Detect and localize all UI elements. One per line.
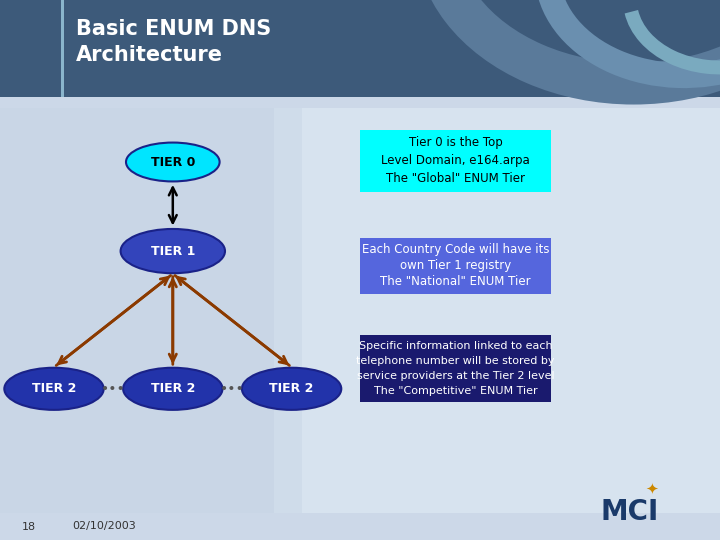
Text: telephone number will be stored by: telephone number will be stored by	[356, 356, 554, 366]
Text: TIER 2: TIER 2	[32, 382, 76, 395]
Bar	[0, 97, 720, 540]
Bar	[0, 108, 302, 513]
Ellipse shape	[123, 368, 222, 410]
Ellipse shape	[126, 143, 220, 181]
Ellipse shape	[4, 368, 104, 410]
Text: TIER 2: TIER 2	[150, 382, 195, 395]
Bar	[61, 0, 64, 97]
Text: 18: 18	[22, 522, 36, 531]
Text: Specific information linked to each: Specific information linked to each	[359, 341, 552, 352]
Text: •••: •••	[101, 382, 126, 396]
Text: Level Domain, e164.arpa: Level Domain, e164.arpa	[381, 154, 530, 167]
Text: Tier 0 is the Top: Tier 0 is the Top	[408, 136, 503, 150]
Text: 02/10/2003: 02/10/2003	[72, 522, 136, 531]
FancyBboxPatch shape	[360, 130, 551, 192]
Text: ✦: ✦	[645, 481, 658, 496]
Text: own Tier 1 registry: own Tier 1 registry	[400, 259, 511, 273]
Text: •••: •••	[220, 382, 245, 396]
Text: Each Country Code will have its: Each Country Code will have its	[361, 244, 549, 256]
Bar	[0, 0, 720, 97]
Text: The "National" ENUM Tier: The "National" ENUM Tier	[380, 275, 531, 288]
Ellipse shape	[242, 368, 341, 410]
Text: TIER 1: TIER 1	[150, 245, 195, 258]
Bar	[274, 108, 720, 513]
Text: The "Competitive" ENUM Tier: The "Competitive" ENUM Tier	[374, 386, 537, 396]
Text: MCI: MCI	[601, 498, 659, 526]
Text: service providers at the Tier 2 level: service providers at the Tier 2 level	[356, 371, 554, 381]
Text: The "Global" ENUM Tier: The "Global" ENUM Tier	[386, 172, 525, 185]
Text: TIER 2: TIER 2	[269, 382, 314, 395]
Ellipse shape	[121, 229, 225, 273]
FancyBboxPatch shape	[360, 238, 551, 294]
Text: TIER 0: TIER 0	[150, 156, 195, 168]
Text: Basic ENUM DNS
Architecture: Basic ENUM DNS Architecture	[76, 19, 271, 65]
FancyBboxPatch shape	[360, 335, 551, 402]
